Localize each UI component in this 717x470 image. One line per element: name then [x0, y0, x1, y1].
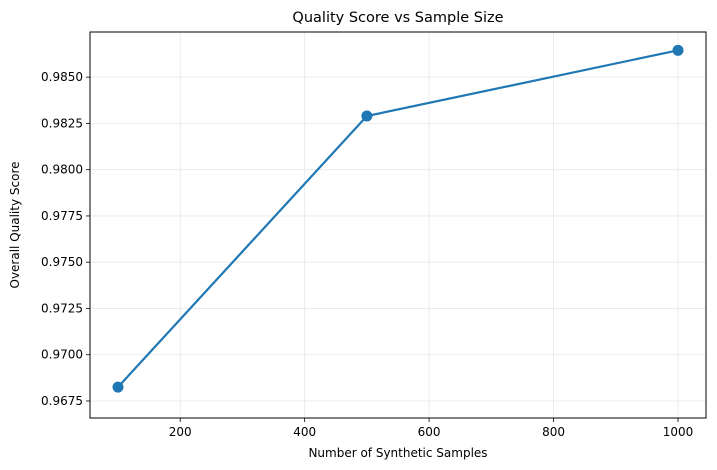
x-tick-label: 600: [418, 425, 441, 439]
y-tick-label: 0.9700: [41, 348, 83, 362]
x-axis-ticks: 200 400 600 800 1000: [169, 418, 694, 439]
y-tick-label: 0.9725: [41, 301, 83, 315]
chart-title: Quality Score vs Sample Size: [292, 10, 503, 26]
plot-frame: [89, 31, 707, 419]
x-axis-title: Number of Synthetic Samples: [308, 446, 487, 460]
x-tick-label: 1000: [663, 425, 694, 439]
y-tick-label: 0.9800: [41, 163, 83, 177]
y-tick-label: 0.9825: [41, 116, 83, 130]
data-point: [112, 381, 124, 393]
data-point: [361, 110, 373, 122]
series-line: [117, 49, 679, 388]
y-tick-label: 0.9775: [41, 209, 83, 223]
y-tick-label: 0.9850: [41, 70, 83, 84]
series-layer: [112, 44, 684, 393]
y-axis-ticks: 0.9675 0.9700 0.9725 0.9750 0.9775 0.9800 0.98…: [41, 70, 90, 408]
data-point: [672, 44, 684, 56]
y-axis-title: Overall Quality Score: [8, 161, 22, 288]
y-tick-label: 0.9675: [41, 394, 83, 408]
x-tick-label: 400: [293, 425, 316, 439]
x-tick-label: 200: [169, 425, 192, 439]
x-tick-label: 800: [542, 425, 565, 439]
grid: [90, 32, 706, 418]
y-tick-label: 0.9750: [41, 255, 83, 269]
